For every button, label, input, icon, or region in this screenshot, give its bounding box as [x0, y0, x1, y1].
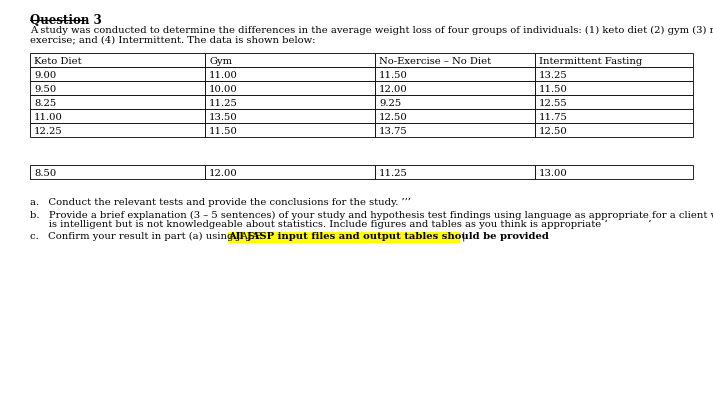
Text: 12.55: 12.55 — [539, 98, 568, 107]
Text: All JASP input files and output tables should be provided: All JASP input files and output tables s… — [228, 231, 549, 240]
Bar — [375, 96, 535, 110]
Bar — [205, 124, 375, 138]
Bar — [205, 166, 375, 180]
Bar — [535, 96, 693, 110]
Text: Question 3: Question 3 — [30, 14, 102, 27]
Bar — [535, 68, 693, 82]
Bar — [375, 124, 535, 138]
Text: |: | — [459, 231, 466, 241]
Bar — [375, 68, 535, 82]
Bar — [535, 82, 693, 96]
Bar — [30, 110, 205, 124]
Text: 13.00: 13.00 — [539, 168, 568, 177]
Bar — [205, 110, 375, 124]
Bar — [535, 110, 693, 124]
Text: 11.25: 11.25 — [209, 98, 238, 107]
Text: A study was conducted to determine the differences in the average weight loss of: A study was conducted to determine the d… — [30, 26, 713, 35]
Text: 12.50: 12.50 — [539, 126, 568, 135]
Text: 9.00: 9.00 — [34, 70, 56, 79]
Bar — [205, 68, 375, 82]
Text: 11.50: 11.50 — [209, 126, 238, 135]
Bar — [375, 110, 535, 124]
Bar — [375, 82, 535, 96]
Text: c.   Confirm your result in part (a) using JASP.: c. Confirm your result in part (a) using… — [30, 231, 266, 240]
Text: 8.50: 8.50 — [34, 168, 56, 177]
Text: 13.50: 13.50 — [209, 112, 237, 121]
Bar — [30, 54, 205, 68]
Text: is intelligent but is not knowledgeable about statistics. Include figures and ta: is intelligent but is not knowledgeable … — [30, 219, 652, 229]
Text: 13.25: 13.25 — [539, 70, 568, 79]
Text: exercise; and (4) Intermittent. The data is shown below:: exercise; and (4) Intermittent. The data… — [30, 35, 315, 44]
Text: 12.00: 12.00 — [209, 168, 237, 177]
Bar — [205, 82, 375, 96]
Bar — [30, 68, 205, 82]
Bar — [535, 54, 693, 68]
Bar — [30, 166, 205, 180]
Text: 11.25: 11.25 — [379, 168, 408, 177]
Text: 10.00: 10.00 — [209, 84, 237, 93]
Text: 13.75: 13.75 — [379, 126, 408, 135]
Bar — [228, 232, 459, 242]
Bar — [535, 166, 693, 180]
Text: b.   Provide a brief explanation (3 – 5 sentences) of your study and hypothesis : b. Provide a brief explanation (3 – 5 se… — [30, 211, 713, 220]
Bar — [30, 82, 205, 96]
Text: 11.50: 11.50 — [379, 70, 408, 79]
Text: 11.00: 11.00 — [34, 112, 63, 121]
Text: 11.00: 11.00 — [209, 70, 238, 79]
Text: No-Exercise – No Diet: No-Exercise – No Diet — [379, 56, 491, 65]
Text: a.   Conduct the relevant tests and provide the conclusions for the study. ’’’: a. Conduct the relevant tests and provid… — [30, 197, 411, 206]
Text: 12.25: 12.25 — [34, 126, 63, 135]
Text: 12.00: 12.00 — [379, 84, 408, 93]
Bar — [535, 124, 693, 138]
Bar — [30, 96, 205, 110]
Bar — [375, 166, 535, 180]
Text: Gym: Gym — [209, 56, 232, 65]
Text: Keto Diet: Keto Diet — [34, 56, 81, 65]
Text: 11.75: 11.75 — [539, 112, 568, 121]
Text: 9.50: 9.50 — [34, 84, 56, 93]
Bar — [205, 54, 375, 68]
Bar — [375, 54, 535, 68]
Text: 11.50: 11.50 — [539, 84, 568, 93]
Text: 8.25: 8.25 — [34, 98, 56, 107]
Bar — [30, 124, 205, 138]
Text: 12.50: 12.50 — [379, 112, 408, 121]
Text: Intermittent Fasting: Intermittent Fasting — [539, 56, 642, 65]
Bar — [205, 96, 375, 110]
Text: 9.25: 9.25 — [379, 98, 401, 107]
